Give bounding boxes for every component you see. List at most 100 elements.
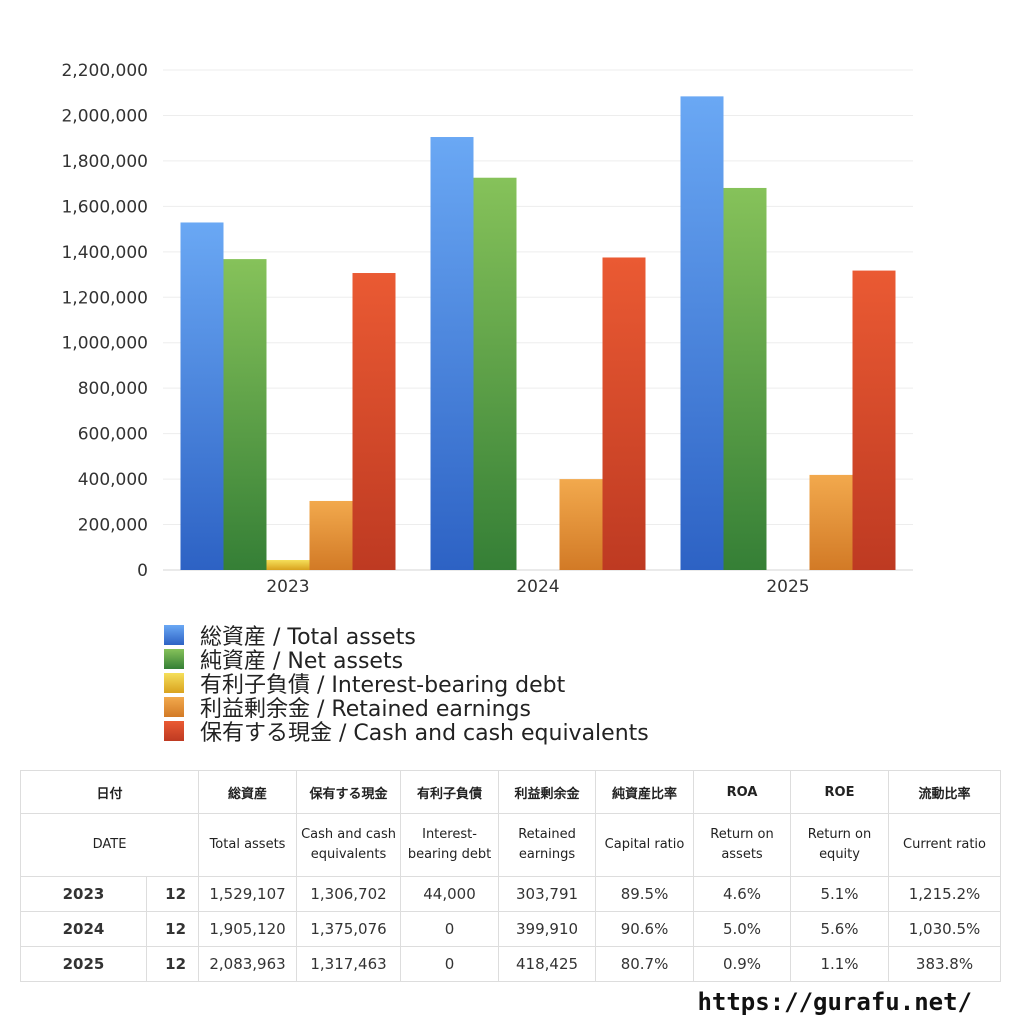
table-row: 2024 12 1,905,120 1,375,076 0 399,910 90… [20, 911, 1002, 947]
cell-capital-ratio: 90.6% [595, 911, 695, 947]
bar-net-assets-2024 [473, 177, 517, 570]
cell-debt: 0 [400, 946, 500, 982]
cell-debt: 44,000 [400, 876, 500, 912]
y-tick-label: 1,600,000 [61, 197, 148, 217]
legend-label-cash: 保有する現金 / Cash and cash equivalents [200, 721, 649, 746]
header-retained: 利益剰余金 [498, 770, 597, 814]
table-row: 2023 12 1,529,107 1,306,702 44,000 303,7… [20, 876, 1002, 912]
bar-interest-bearing-debt-2023 [266, 560, 310, 570]
cell-debt: 0 [400, 911, 500, 947]
legend-swatch-retained-earnings [164, 697, 184, 717]
y-tick-label: 1,400,000 [61, 243, 148, 263]
y-tick-label: 0 [137, 561, 148, 581]
financial-table: 日付 総資産 保有する現金 有利子負債 利益剰余金 純資産比率 ROA ROE … [19, 770, 1002, 982]
subheader-capital-ratio: Capital ratio [595, 813, 695, 877]
cell-retained: 418,425 [498, 946, 597, 982]
header-capital-ratio: 純資産比率 [595, 770, 695, 814]
cell-roa: 4.6% [693, 876, 792, 912]
bar-cash-2023 [352, 273, 396, 570]
row-year: 2025 [20, 946, 147, 982]
bar-net-assets-2023 [223, 259, 267, 570]
bar-retained-earnings-2024 [559, 479, 603, 570]
chart-legend: 総資産 / Total assets 純資産 / Net assets 有利子負… [164, 623, 649, 746]
legend-item-total-assets: 総資産 / Total assets [164, 623, 649, 650]
bar-total-assets-2023 [180, 222, 224, 570]
table-header-row: 日付 総資産 保有する現金 有利子負債 利益剰余金 純資産比率 ROA ROE … [19, 770, 1002, 814]
header-roe: ROE [790, 770, 890, 814]
x-tick-label: 2023 [266, 577, 309, 597]
y-tick-label: 400,000 [78, 470, 148, 490]
header-date: 日付 [19, 770, 200, 814]
x-tick-label: 2025 [766, 577, 809, 597]
row-year: 2023 [20, 876, 147, 912]
subheader-roe: Return on equity [790, 813, 890, 877]
cell-roe: 1.1% [790, 946, 890, 982]
header-debt: 有利子負債 [400, 770, 500, 814]
table-row: 2025 12 2,083,963 1,317,463 0 418,425 80… [20, 946, 1002, 982]
legend-swatch-total-assets [164, 625, 184, 645]
bar-cash-2024 [602, 257, 646, 570]
cell-roe: 5.1% [790, 876, 890, 912]
cell-roe: 5.6% [790, 911, 890, 947]
cell-current-ratio: 1,030.5% [888, 911, 1002, 947]
row-month: 12 [145, 946, 200, 982]
x-tick-label: 2024 [516, 577, 559, 597]
table-subheader-row: DATE Total assets Cash and cash equivale… [19, 813, 1002, 877]
y-tick-label: 2,000,000 [61, 106, 148, 126]
row-month: 12 [145, 876, 200, 912]
y-tick-label: 1,000,000 [61, 334, 148, 354]
header-current-ratio: 流動比率 [888, 770, 1002, 814]
bar-net-assets-2025 [723, 187, 767, 571]
legend-label-retained-earnings: 利益剰余金 / Retained earnings [200, 697, 531, 722]
subheader-date: DATE [19, 813, 200, 877]
cell-roa: 0.9% [693, 946, 792, 982]
subheader-total-assets: Total assets [198, 813, 298, 877]
cell-cash: 1,306,702 [296, 876, 402, 912]
y-tick-label: 1,200,000 [61, 288, 148, 308]
subheader-retained: Retained earnings [498, 813, 597, 877]
header-cash: 保有する現金 [296, 770, 402, 814]
subheader-current-ratio: Current ratio [888, 813, 1002, 877]
y-tick-label: 200,000 [78, 516, 148, 536]
legend-label-net-assets: 純資産 / Net assets [200, 649, 404, 674]
bar-total-assets-2025 [680, 96, 724, 571]
header-total-assets: 総資産 [198, 770, 298, 814]
bar-total-assets-2024 [430, 137, 474, 570]
cell-current-ratio: 383.8% [888, 946, 1002, 982]
cell-capital-ratio: 89.5% [595, 876, 695, 912]
row-year: 2024 [20, 911, 147, 947]
legend-item-retained-earnings: 利益剰余金 / Retained earnings [164, 695, 649, 722]
legend-item-interest-bearing-debt: 有利子負債 / Interest-bearing debt [164, 671, 649, 698]
cell-retained: 303,791 [498, 876, 597, 912]
cell-capital-ratio: 80.7% [595, 946, 695, 982]
cell-retained: 399,910 [498, 911, 597, 947]
subheader-debt: Interest-bearing debt [400, 813, 500, 877]
cell-current-ratio: 1,215.2% [888, 876, 1002, 912]
bar-retained-earnings-2023 [309, 500, 353, 570]
cell-total-assets: 2,083,963 [198, 946, 298, 982]
site-url[interactable]: https://gurafu.net/ [697, 988, 972, 1016]
legend-item-cash: 保有する現金 / Cash and cash equivalents [164, 719, 649, 746]
cell-roa: 5.0% [693, 911, 792, 947]
y-tick-label: 800,000 [78, 379, 148, 399]
cell-total-assets: 1,905,120 [198, 911, 298, 947]
legend-swatch-interest-bearing-debt [164, 673, 184, 693]
subheader-cash: Cash and cash equivalents [296, 813, 402, 877]
y-tick-label: 2,200,000 [61, 61, 148, 81]
legend-item-net-assets: 純資産 / Net assets [164, 647, 649, 674]
y-tick-label: 600,000 [78, 425, 148, 445]
cell-cash: 1,375,076 [296, 911, 402, 947]
legend-label-interest-bearing-debt: 有利子負債 / Interest-bearing debt [200, 673, 566, 698]
cell-cash: 1,317,463 [296, 946, 402, 982]
bar-retained-earnings-2025 [809, 474, 853, 570]
subheader-roa: Return on assets [693, 813, 792, 877]
header-roa: ROA [693, 770, 792, 814]
legend-swatch-cash [164, 721, 184, 741]
bar-cash-2025 [852, 270, 896, 570]
legend-swatch-net-assets [164, 649, 184, 669]
cell-total-assets: 1,529,107 [198, 876, 298, 912]
row-month: 12 [145, 911, 200, 947]
bar-chart: 0 200,000 400,000 600,000 800,000 1,000,000 1,… [61, 61, 913, 597]
legend-label-total-assets: 総資産 / Total assets [200, 625, 416, 650]
y-tick-label: 1,800,000 [61, 152, 148, 172]
